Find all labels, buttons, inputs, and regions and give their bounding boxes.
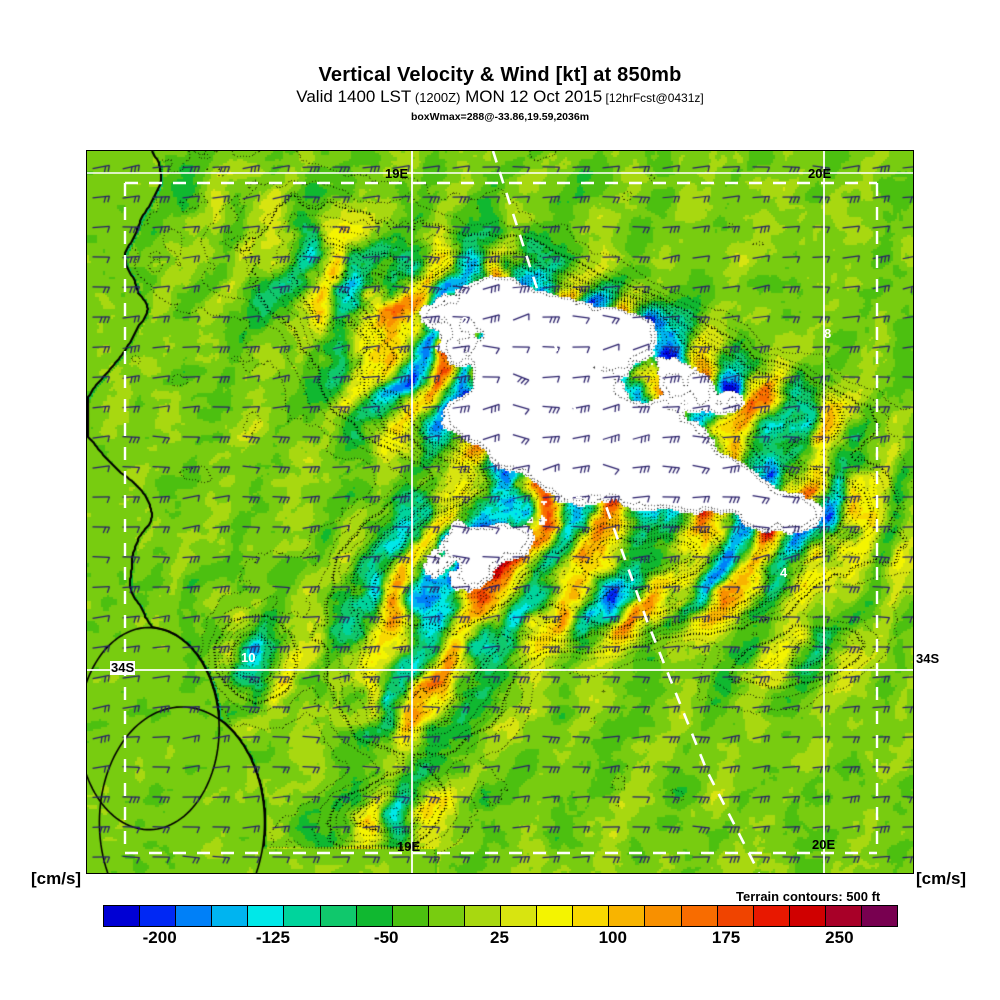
colorbar-swatch: [501, 906, 538, 926]
colorbar-swatch: [717, 906, 754, 926]
colorbar-swatch: [537, 906, 574, 926]
lon-label-19e-bottom: 19E: [397, 839, 421, 854]
colorbar-swatch: [140, 906, 177, 926]
zone-number-label: 1: [575, 486, 583, 501]
colorbar-swatch: [212, 906, 249, 926]
colorbar-tick: 175: [711, 928, 741, 947]
lat-label-34s-right: 34S: [915, 651, 941, 666]
colorbar-swatch: [284, 906, 321, 926]
colorbar: [103, 905, 898, 927]
colorbar-swatch: [176, 906, 213, 926]
lon-label-20e-bottom: 20E: [812, 837, 836, 852]
colorbar-swatch: [428, 906, 465, 926]
terrain-contour-note: Terrain contours: 500 ft: [733, 888, 884, 905]
lon-label-20e-top: 20E: [808, 166, 832, 181]
colorbar-tick: -200: [142, 928, 177, 947]
units-label-right: [cm/s]: [916, 869, 967, 888]
units-label-left: [cm/s]: [31, 869, 82, 888]
colorbar-tick: -125: [255, 928, 290, 947]
zone-number-label: 8: [824, 326, 832, 341]
colorbar-tick: 25: [490, 928, 509, 947]
subtitle-date: MON 12 Oct 2015: [465, 87, 603, 106]
colorbar-swatch: [248, 906, 285, 926]
colorbar-swatch: [789, 906, 826, 926]
colorbar-swatch: [609, 906, 646, 926]
subtitle-valid-time: Valid 1400 LST: [296, 87, 412, 106]
colorbar-swatch: [825, 906, 862, 926]
colorbar-swatch: [104, 906, 141, 926]
page-title: Vertical Velocity & Wind [kt] at 850mb: [318, 64, 682, 86]
zone-number-label: 10: [241, 650, 256, 665]
colorbar-swatch: [356, 906, 393, 926]
zone-number-label: 2: [461, 314, 469, 329]
weather-map: [86, 150, 914, 874]
colorbar-swatch: [681, 906, 718, 926]
cross-section-line: [491, 151, 761, 873]
vertical-velocity-field: [87, 151, 913, 873]
colorbar-tick: 100: [598, 928, 627, 947]
box-wmax-annotation: boxWmax=288@-33.86,19.59,2036m: [410, 111, 590, 123]
colorbar-tick: -50: [373, 928, 399, 947]
colorbar-tick: 250: [825, 928, 854, 947]
colorbar-swatch: [464, 906, 502, 926]
subtitle-utc-time: (1200Z): [414, 90, 461, 105]
subtitle: Valid 1400 LST (1200Z) MON 12 Oct 2015 […: [0, 86, 1000, 109]
colorbar-swatch: [573, 906, 610, 926]
colorbar-swatch: [753, 906, 790, 926]
zone-number-label: 7: [567, 491, 575, 506]
lat-label-34s-left: 34S: [110, 660, 136, 675]
lon-label-19e-top: 19E: [385, 166, 409, 181]
zone-number-label: 4: [780, 565, 788, 580]
title-block: Vertical Velocity & Wind [kt] at 850mb V…: [0, 64, 1000, 124]
colorbar-swatch: [320, 906, 357, 926]
zone-number-label: 6: [681, 399, 689, 414]
map-overlay-layer: [87, 151, 913, 873]
subtitle-forecast-tag: [12hrFcst@0431z]: [605, 91, 704, 105]
colorbar-swatch: [392, 906, 429, 926]
colorbar-swatch: [645, 906, 682, 926]
colorbar-swatch: [861, 906, 898, 926]
colorbar-tick-labels: -200 -125 -50 25 100 175 250: [103, 928, 896, 952]
